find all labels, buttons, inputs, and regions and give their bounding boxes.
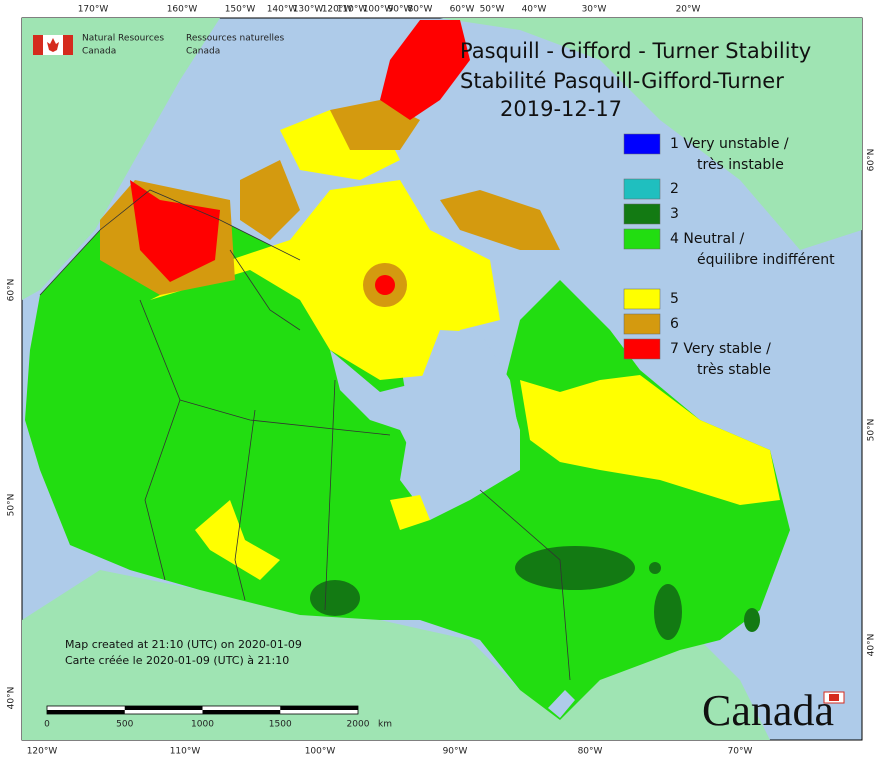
wordmark: Canada — [702, 686, 834, 735]
graticule-label: 60°W — [450, 5, 475, 15]
graticule-label: 140°W — [267, 5, 298, 15]
flag-bar — [33, 35, 43, 55]
scale-unit: km — [378, 720, 392, 730]
scale-label: 0 — [44, 720, 50, 730]
scale-segment — [202, 710, 281, 714]
graticule-label: 50°N — [7, 494, 17, 517]
legend: 1 Very unstable / très instable 2 3 4 Neutra… — [623, 133, 835, 378]
scale-segment — [47, 710, 125, 714]
graticule-label: 100°W — [363, 5, 394, 15]
title-line: Stabilité Pasquill-Gifford-Turner — [460, 69, 784, 93]
graticule-label: 30°W — [582, 5, 607, 15]
graticule-label: 110°W — [337, 5, 368, 15]
title-line: Pasquill - Gifford - Turner Stability — [460, 39, 811, 63]
graticule-label: 170°W — [78, 5, 109, 15]
graticule-label: 60°N — [7, 279, 17, 302]
legend-label: 2 — [670, 181, 679, 197]
legend-swatch — [623, 133, 661, 155]
graticule-label: 70°W — [728, 747, 753, 757]
legend-label: 4 Neutral / — [670, 231, 744, 247]
agency-header: Natural Resources Canada Ressources natu… — [33, 34, 285, 57]
legend-label: 6 — [670, 316, 679, 332]
credits: Map created at 21:10 (UTC) on 2020-01-09… — [65, 638, 302, 667]
graticule-label: 130°W — [293, 5, 324, 15]
legend-label: 3 — [670, 206, 679, 222]
legend-label: très instable — [697, 157, 784, 173]
graticule-label: 50°W — [480, 5, 505, 15]
org-fr: Ressources naturelles — [186, 34, 285, 44]
graticule-label: 40°N — [7, 687, 17, 710]
legend-swatch — [623, 313, 661, 335]
graticule-label: 110°W — [170, 747, 201, 757]
graticule-label: 40°W — [522, 5, 547, 15]
graticule-label: 90°W — [443, 747, 468, 757]
stability-areas — [25, 20, 790, 720]
borders — [39, 189, 571, 681]
graticule-label: 80°W — [408, 5, 433, 15]
foreign-land — [22, 18, 862, 740]
graticule-label: 160°W — [167, 5, 198, 15]
legend-label: 7 Very stable / — [670, 341, 771, 357]
graticule-label: 40°N — [867, 634, 877, 657]
graticule-label: 80°W — [578, 747, 603, 757]
scale-label: 1500 — [269, 720, 292, 730]
scale-label: 500 — [116, 720, 133, 730]
org-en: Natural Resources — [82, 34, 164, 44]
title-date: 2019-12-17 — [500, 97, 622, 121]
scale-label: 1000 — [191, 720, 214, 730]
graticule-label: 100°W — [305, 747, 336, 757]
credit-line: Carte créée le 2020-01-09 (UTC) à 21:10 — [65, 654, 289, 667]
credit-line: Map created at 21:10 (UTC) on 2020-01-09 — [65, 638, 302, 651]
graticule-label: 60°N — [867, 149, 877, 172]
legend-label: équilibre indifférent — [697, 252, 835, 268]
legend-swatch — [623, 288, 661, 310]
graticule-label: 120°W — [27, 747, 58, 757]
org-fr: Canada — [186, 47, 220, 57]
scale-segment — [124, 706, 203, 710]
legend-swatch — [623, 178, 661, 200]
wordmark-flag-leaf — [829, 694, 839, 701]
scale-label: 2000 — [347, 720, 370, 730]
title-block: Pasquill - Gifford - Turner Stability St… — [460, 39, 811, 121]
legend-swatch — [623, 338, 661, 360]
graticule-label: 20°W — [676, 5, 701, 15]
flag-bar — [63, 35, 73, 55]
legend-swatch — [623, 228, 661, 250]
graticule: 170°W 160°W 150°W 140°W130°W120°W110°W100°W… — [7, 5, 877, 757]
graticule-label: 90°W — [388, 5, 413, 15]
graticule-label: 120°W — [322, 5, 353, 15]
graticule-label: 50°N — [867, 419, 877, 442]
legend-label: très stable — [697, 362, 771, 378]
legend-label: 5 — [670, 291, 679, 307]
org-en: Canada — [82, 47, 116, 57]
maple-leaf — [47, 38, 59, 52]
scale-segment — [280, 706, 358, 710]
scale-bar: 0 500 1000 1500 2000 km — [44, 705, 392, 730]
legend-swatch — [623, 203, 661, 225]
legend-label: 1 Very unstable / — [670, 136, 789, 152]
graticule-label: 150°W — [225, 5, 256, 15]
